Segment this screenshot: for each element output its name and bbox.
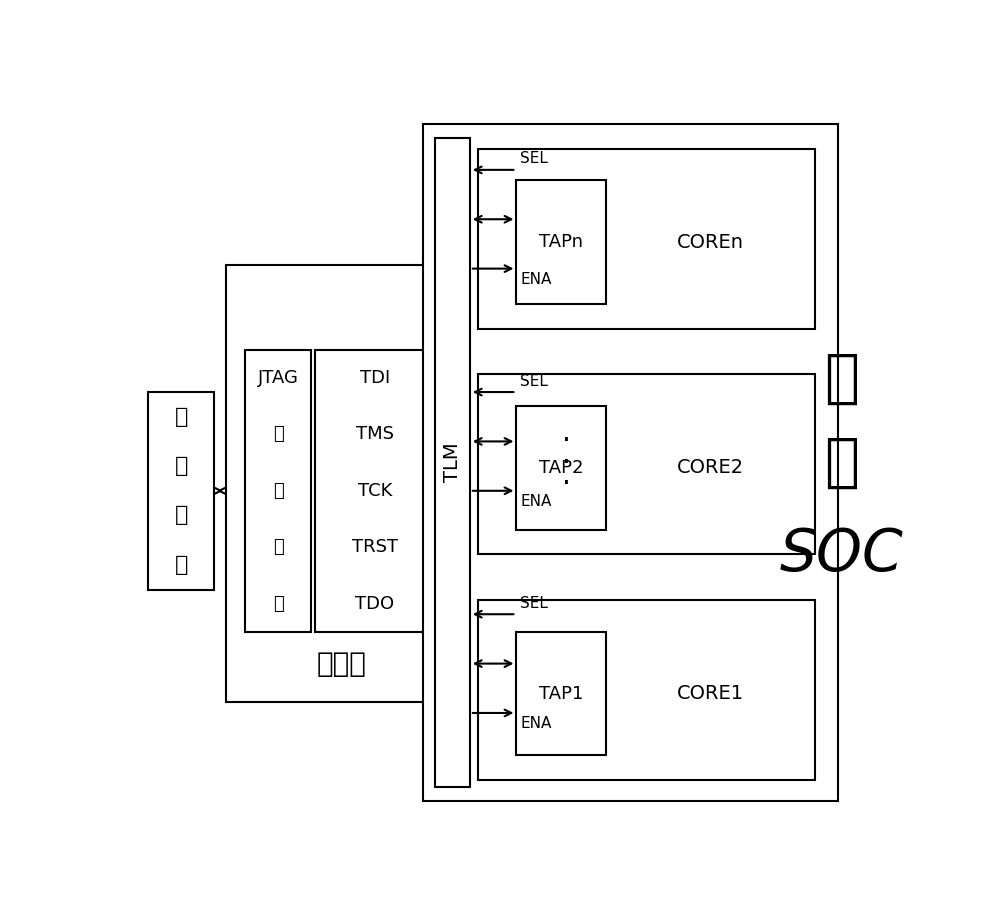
Bar [478, 375, 815, 554]
Text: SEL: SEL [520, 374, 548, 388]
Text: COREn: COREn [677, 233, 744, 252]
Bar [245, 350, 311, 632]
Bar [516, 632, 606, 756]
Bar [226, 265, 458, 703]
Bar [315, 350, 435, 632]
Text: 口: 口 [273, 594, 283, 613]
Text: TAP2: TAP2 [539, 459, 583, 477]
Bar [435, 138, 470, 787]
Bar [478, 600, 815, 780]
Text: TRST: TRST [352, 539, 398, 556]
Text: 多: 多 [824, 349, 859, 407]
Text: 软: 软 [175, 506, 188, 526]
Text: TAPn: TAPn [539, 234, 583, 251]
Text: TAP1: TAP1 [539, 684, 583, 703]
Text: ·: · [562, 449, 571, 476]
Text: ENA: ENA [520, 716, 552, 732]
Text: TDI: TDI [360, 369, 390, 387]
Bar [516, 406, 606, 529]
Text: 试: 试 [273, 482, 283, 500]
Text: 调: 调 [175, 407, 188, 427]
Text: 核: 核 [824, 434, 859, 491]
Text: SOC: SOC [780, 526, 904, 583]
Text: CORE2: CORE2 [677, 458, 744, 477]
Text: SEL: SEL [520, 595, 548, 611]
Text: ·: · [562, 470, 571, 497]
Text: 试: 试 [175, 456, 188, 476]
Text: CORE1: CORE1 [677, 684, 744, 703]
Text: SEL: SEL [520, 151, 548, 167]
Bar [148, 392, 214, 590]
Text: TCK: TCK [358, 482, 392, 500]
Bar [423, 124, 838, 802]
Text: ENA: ENA [520, 272, 552, 287]
Text: TMS: TMS [356, 425, 394, 443]
Bar [478, 148, 815, 329]
Text: TDO: TDO [355, 594, 394, 613]
Text: 仿真器: 仿真器 [317, 649, 367, 678]
Text: JTAG: JTAG [258, 369, 298, 387]
Bar [516, 180, 606, 304]
Text: 接: 接 [273, 539, 283, 556]
Text: ENA: ENA [520, 495, 552, 509]
Text: TLM: TLM [443, 442, 462, 483]
Text: 调: 调 [273, 425, 283, 443]
Text: 件: 件 [175, 555, 188, 575]
Text: ·: · [562, 428, 571, 455]
